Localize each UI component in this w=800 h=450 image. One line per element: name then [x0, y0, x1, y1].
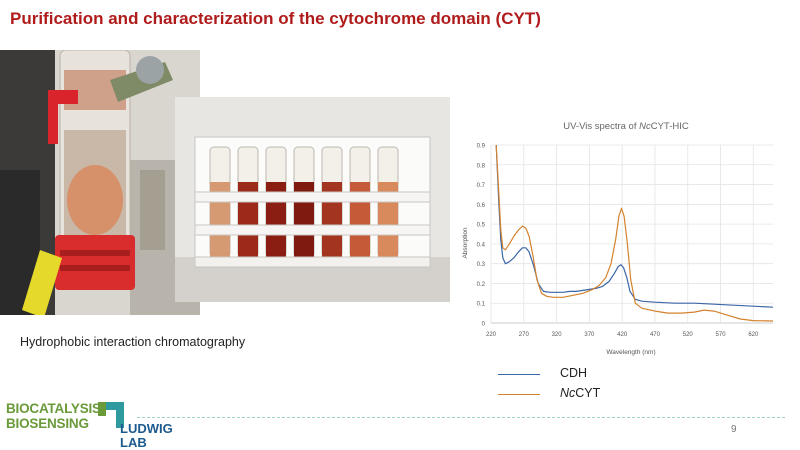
chromatography-column-photo — [0, 50, 200, 315]
legend-swatch-nccyt — [498, 394, 540, 395]
y-tick-label: 0.6 — [477, 203, 486, 209]
logo-biosensing: BIOSENSING — [6, 416, 89, 431]
x-tick-label: 420 — [617, 332, 628, 338]
footer-divider — [137, 417, 785, 418]
logo-lab: LAB — [120, 435, 147, 450]
logo-biocatalysis: BIOCATALYSIS — [6, 401, 101, 416]
x-tick-label: 620 — [748, 332, 759, 338]
x-tick-label: 270 — [519, 332, 530, 338]
y-tick-label: 0.9 — [477, 144, 486, 150]
chart-title: UV-Vis spectra of NcCYT-HIC — [563, 121, 689, 132]
x-axis-label: Wavelength (nm) — [606, 349, 655, 356]
x-tick-label: 520 — [683, 332, 694, 338]
y-tick-label: 0.1 — [477, 302, 486, 308]
x-tick-label: 370 — [584, 332, 595, 338]
page-number: 9 — [731, 424, 737, 435]
x-tick-label: 570 — [716, 332, 727, 338]
x-tick-label: 320 — [552, 332, 563, 338]
y-tick-label: 0.8 — [477, 163, 486, 169]
y-tick-label: 0.7 — [477, 183, 486, 189]
legend-label-nccyt: NcCYT — [560, 386, 601, 400]
y-axis-label: Absorption — [462, 227, 469, 258]
y-tick-label: 0.5 — [477, 223, 486, 229]
y-tick-label: 0 — [482, 322, 486, 328]
y-tick-label: 0.3 — [477, 262, 486, 268]
x-tick-label: 470 — [650, 332, 661, 338]
photo-caption: Hydrophobic interaction chromatography — [20, 335, 246, 349]
logo-ludwig: LUDWIG — [120, 421, 173, 436]
uv-vis-chart-svg: UV-Vis spectra of NcCYT-HIC 0 0.1 0.2 0.3 0.… — [462, 121, 774, 356]
fraction-tube-rack-photo — [175, 97, 450, 302]
series-line-nccyt — [495, 144, 774, 322]
y-tick-label: 0.4 — [477, 242, 486, 248]
uv-vis-chart: UV-Vis spectra of NcCYT-HIC 0 0.1 0.2 0.3 0.… — [455, 113, 790, 363]
y-tick-label: 0.2 — [477, 282, 486, 288]
legend-swatch-cdh — [498, 374, 540, 375]
chart-legend: CDH NcCYT — [498, 366, 698, 406]
x-tick-label: 220 — [486, 332, 497, 338]
series-line-cdh — [495, 144, 774, 308]
ludwig-lab-logo-icon — [98, 402, 124, 428]
legend-label-cdh: CDH — [560, 366, 588, 380]
slide-title: Purification and characterization of the… — [10, 9, 541, 28]
